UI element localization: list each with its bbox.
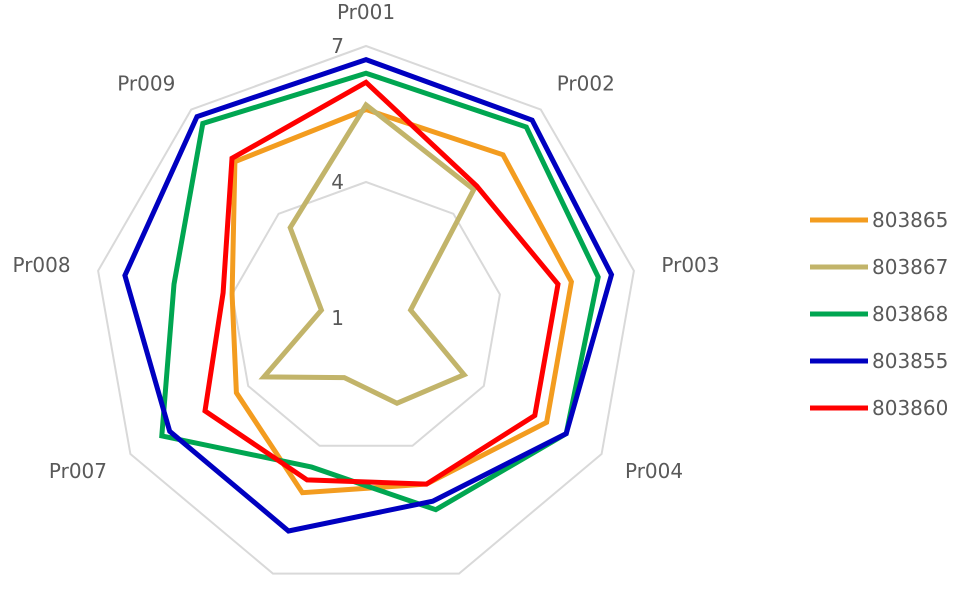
category-label-pr008: Pr008	[12, 253, 70, 277]
tick-labels: 1 4 7	[331, 34, 344, 330]
legend-label: 803868	[872, 302, 948, 326]
tick-label-7: 7	[331, 34, 344, 58]
series-line-803855	[122, 56, 615, 534]
legend-label: 803855	[872, 349, 948, 373]
series-line-803868	[159, 70, 601, 513]
legend-item-803855: 803855	[810, 349, 948, 373]
series-line-803867	[258, 101, 477, 406]
category-labels: Pr001 Pr002 Pr003 Pr004 Pr005 Pr006 Pr007 Pr008…	[12, 0, 719, 597]
series-line-803865	[229, 106, 575, 496]
legend: 803865 803867 803868 803855 803860	[810, 208, 948, 420]
legend-label: 803865	[872, 208, 948, 232]
legend-item-803865: 803865	[810, 208, 948, 232]
category-label-pr006: Pr006	[209, 594, 267, 597]
category-label-pr005: Pr005	[465, 594, 523, 597]
grid-ring-4	[231, 180, 501, 447]
tick-label-4: 4	[331, 170, 344, 194]
legend-item-803867: 803867	[810, 255, 948, 279]
category-label-pr009: Pr009	[117, 72, 175, 96]
tick-label-1: 1	[331, 306, 344, 330]
radar-grid	[97, 44, 635, 575]
legend-item-803860: 803860	[810, 396, 948, 420]
radar-series	[122, 56, 615, 534]
category-label-pr001: Pr001	[337, 0, 395, 24]
legend-label: 803867	[872, 255, 948, 279]
category-label-pr003: Pr003	[661, 253, 719, 277]
category-label-pr004: Pr004	[625, 459, 683, 483]
grid-ring-7	[97, 44, 635, 575]
legend-label: 803860	[872, 396, 948, 420]
series-line-803860	[202, 79, 561, 487]
legend-item-803868: 803868	[810, 302, 948, 326]
category-label-pr002: Pr002	[557, 72, 615, 96]
category-label-pr007: Pr007	[49, 459, 107, 483]
